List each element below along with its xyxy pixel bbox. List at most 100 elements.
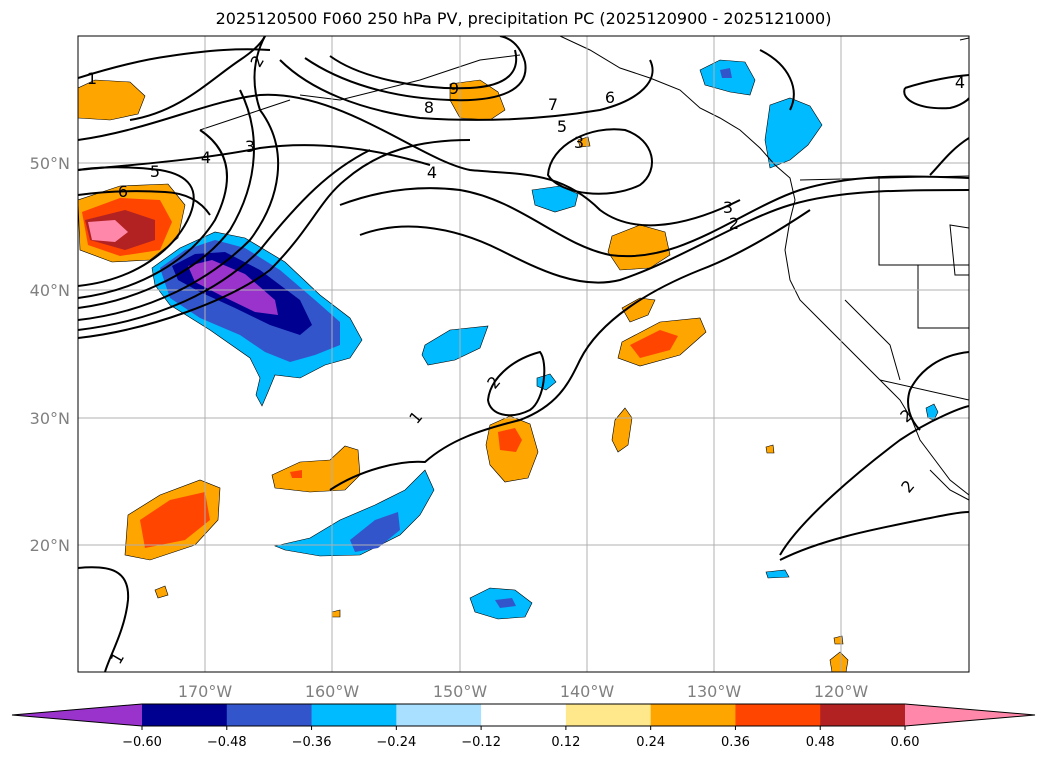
pv-label: 1 [87,69,97,88]
pv-contour-3-east [339,175,969,258]
colorbar-tick-label: 0.12 [551,735,580,750]
pv-label: 6 [118,182,128,201]
shade-subtropic-positive [271,445,361,493]
shade-west-positive-max [88,220,128,242]
colorbar [11,703,1036,727]
pv-label: 4 [427,163,437,182]
precip-positive-anomalies [78,79,849,672]
pv-label: 8 [424,98,434,117]
lon-label: 160°W [305,682,360,701]
latitude-labels: 50°N 40°N 30°N 20°N [30,154,70,555]
state-border-b [917,265,969,329]
shade-subtropic-positive-mid [290,470,302,478]
colorbar-tick-label: 0.24 [636,735,665,750]
shade-negative-g-mid [495,598,516,608]
pv-contour-4-mid [78,144,431,171]
colorbar-segment [311,704,397,726]
pv-label: 6 [605,88,615,107]
shade-southwest-positive-mid [140,492,210,548]
colorbar-segment [481,704,567,726]
pv-contour-4-ne [904,74,969,89]
pv-contour-8-north [279,59,654,121]
colorbar-tick-label: 0.48 [806,735,835,750]
pv-contour-1-nw [78,48,271,79]
colorbar-tick-label: −0.12 [461,735,501,750]
pv-label: 5 [150,162,160,181]
shade-tiny-positive-e [829,651,849,672]
colorbar-segment [735,704,821,726]
pv-contour-2-se [779,405,969,556]
lat-label: 20°N [30,536,70,555]
pv-contour-coast [759,49,795,111]
coast-northeast [959,37,969,41]
us-mexico-border [879,379,969,401]
aleutian-west [199,99,291,131]
map-title: 2025120500 F060 250 hPa PV, precipitatio… [215,9,832,28]
colorbar-extension-high [905,704,1035,726]
map-border [77,35,970,673]
gulf-coast [929,469,969,501]
longitude-labels: 170°W 160°W 150°W 140°W 130°W 120°W [178,682,869,701]
shade-tiny-positive-a [154,585,169,599]
pv-label: 9 [449,79,459,98]
colorbar-tick-label: −0.48 [207,735,247,750]
lon-label: 170°W [178,682,233,701]
pv-label: 3 [245,137,255,156]
shade-negative-c [536,373,557,391]
pv-contour-1-east [329,209,811,491]
pv-label: 4 [201,148,211,167]
pv-contour-3-low [546,128,653,195]
shade-negative-h [765,569,790,579]
map-panel [78,36,969,672]
graticule [78,36,969,672]
colorbar-segment [142,704,228,726]
colorbar-segment [226,704,313,726]
shade-small-positive-a [621,297,656,323]
colorbar-tick-label: −0.36 [292,735,332,750]
colorbar-tick-label: −0.24 [376,735,416,750]
shade-negative-south-mid [350,512,400,552]
pv-contour-4-long [78,93,741,227]
pv-label: 3 [723,198,733,217]
state-border-c [844,299,901,381]
shade-narrow-positive [611,407,633,453]
shade-negative-f [925,403,939,421]
lon-label: 130°W [687,682,742,701]
colorbar-tick-label: 0.60 [891,735,920,750]
shade-northwest-positive [78,79,146,121]
pv-contour-3-west [78,36,280,321]
aleutian-chain [299,54,521,101]
shade-negative-b [421,325,489,366]
pv-contour-1-se [779,511,969,561]
colorbar-ticks: −0.60 −0.48 −0.36 −0.24 −0.12 0.12 0.24 0.36 0.4… [122,726,919,750]
pv-contour-1-west [78,139,471,339]
colorbar-extension-low [12,704,142,726]
lon-label: 120°W [814,682,869,701]
colorbar-tick-label: −0.60 [122,735,162,750]
shade-negative-e-mid [720,68,732,78]
pv-label: 2 [729,214,739,233]
colorbar-segment [396,704,482,726]
pv-contour-4-ne-b [929,137,969,176]
pv-label: 7 [548,95,558,114]
pv-contour-2-west [78,149,371,331]
great-lake-a [949,224,969,276]
pv-contour-7-west [78,190,211,216]
pv-contour-2-nw [129,36,266,121]
lon-label: 150°W [433,682,488,701]
pv-contour-1-sw [78,566,130,672]
lon-label: 140°W [560,682,615,701]
lat-label: 40°N [30,281,70,300]
pv-contour-4-ne-c [903,87,969,110]
pv-contours [78,36,969,672]
state-border-a [878,176,969,266]
pv-label: 4 [955,73,965,92]
pv-contour-9b-north [329,49,518,90]
shade-central-positive-mid [498,428,522,452]
lat-label: 50°N [30,154,70,173]
pv-label: 5 [557,117,567,136]
pv-contour-9-north [304,36,527,102]
pv-contour-5-west [78,129,228,299]
colorbar-segment [650,704,736,726]
